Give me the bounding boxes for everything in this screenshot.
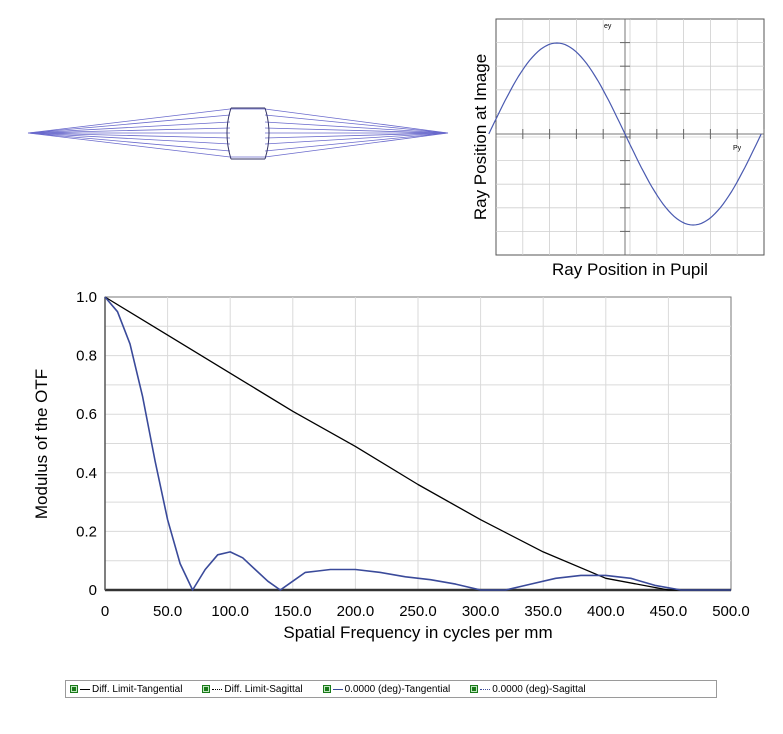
mtf-y-tick-label: 0.6 [76, 406, 97, 423]
ray-fan-plot: ey Py Ray Position in Pupil Ray Position… [471, 18, 765, 279]
legend-solid-line-icon [80, 688, 90, 690]
ray-bundle [27, 108, 449, 158]
mtf-x-tick-label: 450.0 [650, 603, 688, 620]
lens-element [226, 107, 270, 160]
legend-checkbox[interactable] [470, 685, 479, 693]
mtf-x-tick-label: 300.0 [462, 603, 500, 620]
mtf-x-tick-label: 400.0 [587, 603, 625, 620]
mtf-y-tick-label: 0.8 [76, 348, 97, 365]
ray-fan-x-axis-label: Py [733, 145, 742, 152]
mtf-x-tick-label: 100.0 [211, 603, 249, 620]
legend-label: Diff. Limit-Tangential [92, 683, 183, 695]
lens-layout-diagram [27, 107, 449, 160]
mtf-y-tick-label: 1.0 [76, 289, 97, 306]
mtf-series-field-tangential [104, 296, 731, 591]
legend-label: Diff. Limit-Sagittal [224, 683, 303, 695]
ray-fan-y-axis-label: ey [604, 23, 612, 30]
legend-label: 0.0000 (deg)-Tangential [344, 683, 451, 695]
mtf-x-tick-labels: 0 50.0 100.0 150.0 200.0 250.0 300.0 350.0 400.0… [101, 603, 750, 620]
ray-fan-xlabel: Ray Position in Pupil [552, 260, 708, 279]
legend-checkbox[interactable] [202, 685, 211, 693]
mtf-x-tick-label: 200.0 [337, 603, 375, 620]
legend-item-field-sagittal: 0.0000 (deg)-Sagittal [470, 683, 586, 695]
mtf-ylabel: Modulus of the OTF [32, 369, 51, 519]
ray-fan-ticks [495, 18, 765, 256]
legend-dotted-line-icon [212, 688, 223, 690]
legend-label: 0.0000 (deg)-Sagittal [492, 683, 586, 695]
legend-solid-line-icon [332, 688, 343, 690]
mtf-x-tick-label: 0 [101, 603, 109, 620]
mtf-y-tick-label: 0.4 [76, 465, 97, 482]
legend-item-diff-limit-sagittal: Diff. Limit-Sagittal [202, 683, 303, 695]
legend-dotted-line-icon [480, 688, 491, 690]
mtf-x-tick-label: 50.0 [153, 603, 182, 620]
legend-checkbox[interactable] [70, 685, 78, 693]
mtf-legend: Diff. Limit-Tangential Diff. Limit-Sagit… [65, 680, 717, 698]
mtf-series-group [104, 296, 731, 592]
mtf-x-tick-label: 250.0 [399, 603, 437, 620]
ray-fan-ylabel: Ray Position at Image [471, 54, 490, 220]
mtf-grid [105, 297, 731, 590]
legend-item-field-tangential: 0.0000 (deg)-Tangential [322, 683, 451, 695]
mtf-y-tick-label: 0.2 [76, 523, 97, 540]
ray-fan-curve [488, 42, 762, 226]
mtf-x-tick-label: 150.0 [274, 603, 312, 620]
mtf-series-diff-limit-tangential [104, 296, 731, 591]
mtf-plot: 0 50.0 100.0 150.0 200.0 250.0 300.0 350.0 400.0… [32, 289, 750, 642]
mtf-x-tick-label: 350.0 [524, 603, 562, 620]
legend-item-diff-limit-tangential: Diff. Limit-Tangential [70, 684, 182, 695]
legend-checkbox[interactable] [322, 685, 331, 693]
mtf-x-tick-label: 500.0 [712, 603, 750, 620]
mtf-y-tick-label: 0 [89, 582, 97, 599]
mtf-xlabel: Spatial Frequency in cycles per mm [283, 623, 552, 642]
mtf-y-tick-labels: 0 0.2 0.4 0.6 0.8 1.0 [76, 289, 97, 599]
